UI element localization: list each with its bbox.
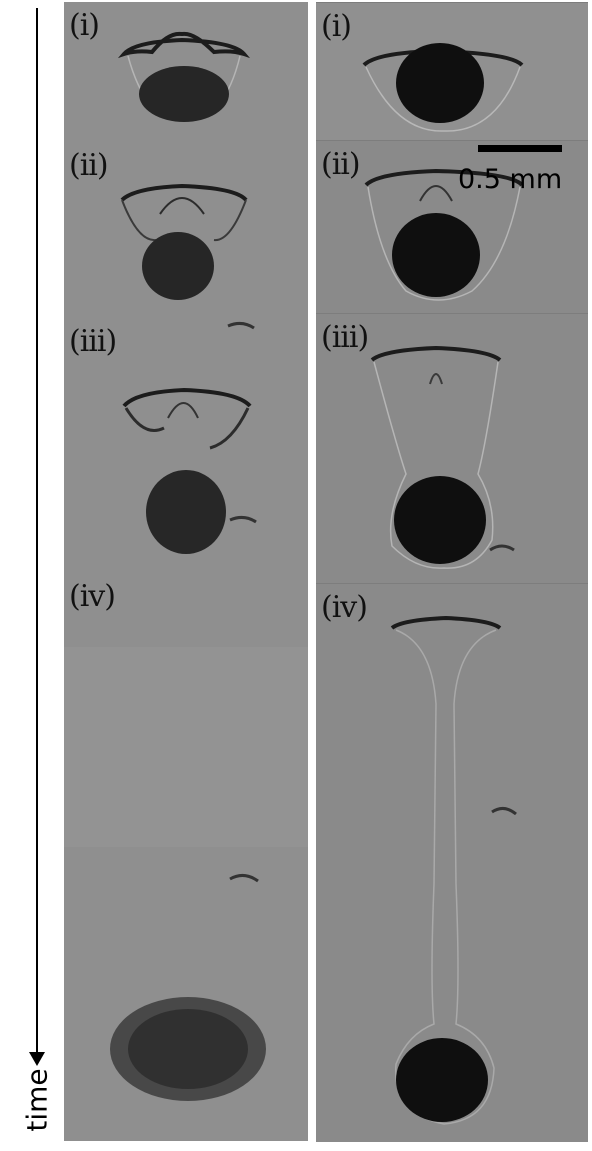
time-axis-label: time	[20, 1068, 54, 1132]
frame-tag: (i)	[69, 8, 100, 43]
right-frame-ii-image	[364, 168, 524, 301]
scale-bar-label: 0.5 mm	[458, 164, 563, 195]
right-frame-iv: (iv)	[316, 583, 588, 1142]
left-frame-i-image	[117, 31, 251, 122]
frame-tag: (iv)	[321, 590, 368, 625]
right-frame-iii: (iii)	[316, 313, 588, 584]
right-frame-i: (i)	[316, 2, 588, 141]
left-image-column: (i) (ii) (iii) (iv)	[64, 2, 308, 1141]
frame-tag: (ii)	[321, 147, 361, 182]
frame-tag: (iii)	[69, 324, 117, 359]
right-frame-i-image	[362, 43, 524, 132]
frame-tag: (iii)	[321, 320, 369, 355]
right-frame-iv-image	[390, 615, 517, 1125]
right-frame-iii-image	[370, 345, 515, 569]
time-arrow-head	[29, 1052, 45, 1066]
left-frame-iv: (iv)	[64, 573, 308, 1141]
left-frame-iii: (iii)	[64, 318, 308, 573]
right-frame-ii: (ii)	[316, 140, 588, 314]
time-arrow-shaft	[36, 8, 38, 1056]
frame-tag: (i)	[321, 9, 352, 44]
frame-tag: (iv)	[69, 579, 116, 614]
left-frame-i: (i)	[64, 2, 308, 142]
scale-bar	[478, 145, 562, 152]
frame-tag: (ii)	[69, 148, 109, 183]
left-frame-iii-image	[122, 321, 257, 554]
left-frame-ii: (ii)	[64, 142, 308, 318]
left-frame-iv-image	[64, 647, 308, 1101]
time-axis: time	[0, 0, 60, 1151]
left-frame-ii-image	[120, 183, 248, 300]
right-image-column: (i) (ii) (iii) (iv)	[316, 2, 588, 1142]
